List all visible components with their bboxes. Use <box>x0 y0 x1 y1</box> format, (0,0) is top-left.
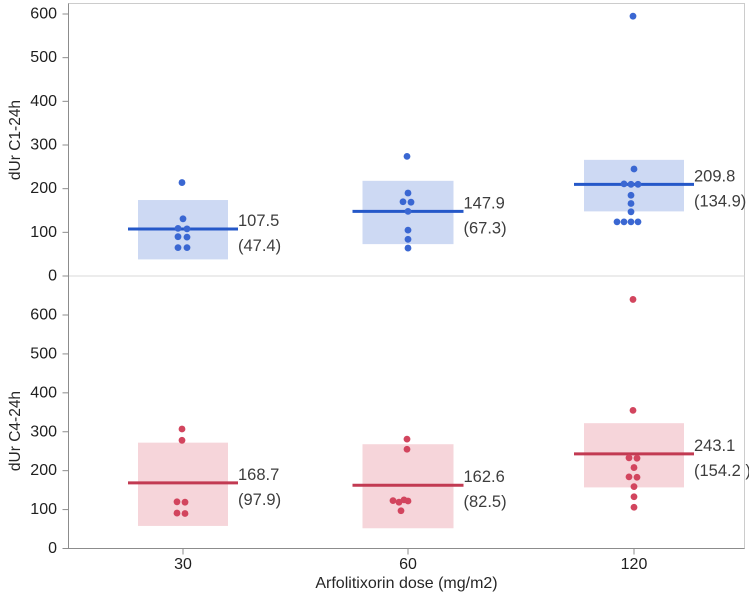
mean-annotation: 209.8 <box>694 167 735 185</box>
y-tick-label: 200 <box>30 462 57 479</box>
data-point <box>633 473 641 481</box>
data-point <box>629 296 637 303</box>
y-axis-title-bottom: dUr C4-24h <box>7 390 24 472</box>
data-point <box>397 507 405 515</box>
mean-annotation: 147.9 <box>464 194 505 212</box>
data-point <box>630 483 638 491</box>
x-tick-label: 120 <box>621 556 648 573</box>
y-tick-label: 600 <box>30 307 57 324</box>
data-point <box>633 454 641 462</box>
data-point <box>181 510 189 517</box>
data-point <box>178 436 186 444</box>
data-point <box>629 406 637 414</box>
sd-annotation: (134.9) <box>694 192 746 210</box>
data-point <box>404 235 412 243</box>
data-point <box>178 179 186 186</box>
data-point <box>627 208 635 216</box>
y-tick-label: 0 <box>48 540 57 557</box>
y-tick-label: 300 <box>30 137 57 154</box>
y-tick-label: 400 <box>30 384 57 401</box>
data-point <box>395 498 403 506</box>
y-tick-label: 100 <box>30 501 57 518</box>
data-point <box>620 218 628 226</box>
data-point <box>403 435 411 443</box>
mean-annotation: 107.5 <box>238 212 279 230</box>
data-point <box>173 498 181 506</box>
y-tick-label: 300 <box>30 423 57 440</box>
data-point <box>625 454 633 462</box>
data-point <box>407 198 415 206</box>
y-tick-label: 400 <box>30 93 57 110</box>
data-point <box>630 503 638 511</box>
data-point <box>183 233 191 241</box>
data-point <box>399 198 407 206</box>
mean-annotation: 162.6 <box>464 468 505 486</box>
sd-annotation: (67.3) <box>464 219 507 237</box>
data-point <box>178 425 186 433</box>
data-point <box>625 473 633 481</box>
sd-annotation: (47.4) <box>238 237 281 255</box>
data-point <box>630 165 638 173</box>
data-point <box>404 497 412 505</box>
data-point <box>630 493 638 501</box>
data-point <box>620 180 628 188</box>
data-point <box>404 207 412 215</box>
data-point <box>174 225 182 232</box>
mean-annotation: 168.7 <box>238 466 279 484</box>
x-tick-label: 30 <box>174 556 192 573</box>
data-point <box>627 200 635 207</box>
data-point <box>403 152 411 160</box>
data-point <box>179 215 187 223</box>
data-point <box>613 218 621 226</box>
x-tick-label: 60 <box>399 556 417 573</box>
data-point <box>174 244 182 252</box>
data-point <box>629 12 637 20</box>
data-point <box>634 218 642 226</box>
sd-annotation: (82.5) <box>464 493 507 511</box>
y-tick-label: 600 <box>30 6 57 23</box>
data-point <box>630 464 638 471</box>
y-tick-label: 200 <box>30 180 57 197</box>
data-point <box>183 225 191 233</box>
x-axis-title: Arfolitixorin dose (mg/m2) <box>315 575 498 592</box>
data-point <box>404 226 412 234</box>
data-point <box>174 233 182 241</box>
y-tick-label: 100 <box>30 224 57 241</box>
y-axis-title-top: dUr C1-24h <box>7 99 24 181</box>
data-point <box>627 180 635 188</box>
sd-annotation: (154.2 ) <box>694 462 749 480</box>
data-point <box>173 509 181 517</box>
mean-annotation: 243.1 <box>694 437 735 455</box>
data-point <box>634 180 642 188</box>
sd-annotation: (97.9) <box>238 491 281 509</box>
data-point <box>389 497 397 505</box>
data-point <box>627 218 635 226</box>
data-point <box>627 191 635 199</box>
data-point <box>404 244 412 252</box>
data-point <box>403 445 411 453</box>
y-tick-label: 0 <box>48 268 57 285</box>
y-tick-label: 500 <box>30 345 57 362</box>
y-tick-label: 500 <box>30 49 57 66</box>
data-point <box>183 244 191 252</box>
data-point <box>404 189 412 197</box>
data-point <box>181 498 189 506</box>
